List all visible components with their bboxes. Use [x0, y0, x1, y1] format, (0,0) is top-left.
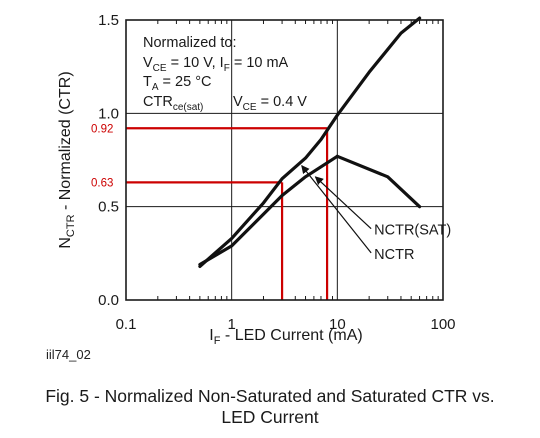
curve-label-arrow [314, 176, 372, 230]
x-tick-label: 1 [227, 316, 235, 333]
y-tick-label: 1.5 [98, 12, 119, 29]
y-axis-title: NCTR - Normalized (CTR) [57, 71, 77, 248]
annotation-line-4: CTRce(sat) [143, 94, 203, 113]
figure-caption-line-2: LED Current [221, 407, 319, 427]
series-line [335, 154, 422, 209]
x-tick-label: 100 [430, 316, 455, 333]
plot-frame [125, 19, 444, 301]
figure-id: iil74_02 [46, 347, 91, 362]
series-line [198, 16, 422, 268]
tick-labels: 0.1 1 10 100 0.0 0.5 1.0 1.5 [98, 12, 455, 333]
annotation-box: Normalized to: VCE = 10 V, IF = 10 mA TA… [143, 35, 307, 113]
y-tick-label: 1.0 [98, 105, 119, 122]
curve-label: NCTR [374, 247, 414, 263]
series-line [198, 154, 339, 267]
figure-caption-line-1: Fig. 5 - Normalized Non-Saturated and Sa… [45, 386, 495, 406]
marker-value-label: 0.92 [91, 123, 113, 135]
curve-label: NCTR(SAT) [374, 223, 451, 239]
y-tick-label: 0.5 [98, 199, 119, 216]
x-tick-label: 10 [329, 316, 346, 333]
x-axis-title: IF - LED Current (mA) [209, 327, 362, 345]
curve-labels: NCTR(SAT) NCTR [301, 164, 451, 263]
annotation-line-4b: VCE = 0.4 V [233, 94, 307, 113]
annotation-line-1: Normalized to: [143, 35, 236, 51]
marker-value-label: 0.63 [91, 177, 113, 189]
y-tick-label: 0.0 [98, 292, 119, 309]
curve-label-arrow [301, 164, 372, 254]
annotation-line-2: VCE = 10 V, IF = 10 mA [143, 55, 289, 74]
x-tick-label: 0.1 [116, 316, 137, 333]
annotation-line-3: TA = 25 °C [143, 74, 211, 93]
marker-lines: 0.92 0.63 [91, 123, 329, 300]
series-lines [198, 16, 422, 268]
ctr-chart: 0.92 0.63 0.1 1 10 100 0.0 0.5 1.0 1.5 NCTR(SAT)… [57, 12, 456, 345]
